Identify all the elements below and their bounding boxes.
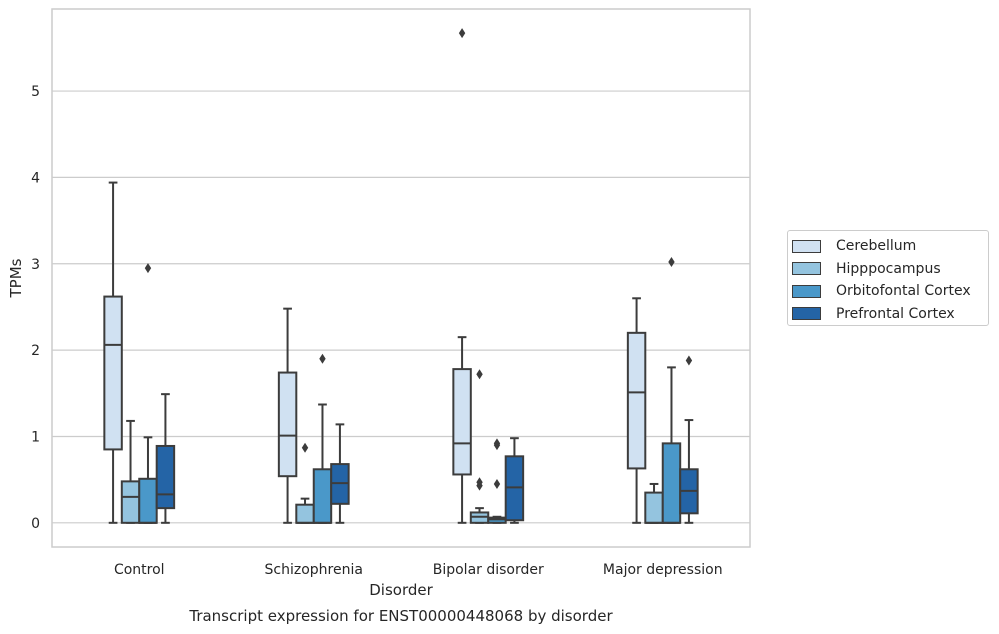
x-tick-label: Bipolar disorder [433,562,544,578]
y-tick-label: 5 [31,84,40,100]
legend-swatch [792,262,821,276]
box-body [155,444,176,510]
outlier-point [493,478,501,489]
box-3-1 [330,423,350,524]
axes: 0 1 2 3 4 5 Control Schizophrenia Bipolar disord… [31,8,751,578]
box-0-2 [452,28,472,524]
legend-swatch [792,239,821,253]
x-tick-label: Major depression [603,562,723,578]
outlier-point [685,355,693,366]
outlier-point [476,369,483,380]
outlier-point [319,353,326,364]
outlier-point [144,263,152,274]
y-tick-label: 3 [31,257,40,273]
x-tick-label: Control [114,562,165,578]
box-3-3 [679,355,699,524]
y-axis-title: TPMs [7,258,25,298]
legend-swatch [792,284,821,298]
box-1-3 [644,482,664,524]
legend-swatch [792,307,821,321]
y-tick-label: 4 [31,170,40,186]
box-body [103,295,123,451]
outlier-point [476,477,483,488]
legend-item-cerebellum: Cerebellum [792,235,988,258]
outlier-point [301,442,309,453]
outlier-point [668,257,675,268]
box-3-2 [504,437,525,524]
legend-label: Hipppocampus [836,260,941,277]
box-plot-series [103,28,699,524]
plot-frame [51,8,751,548]
y-tick-label: 1 [31,429,40,445]
chart-caption: Transcript expression for ENST0000044806… [189,607,613,625]
box-0-3 [626,297,647,524]
box-1-1 [295,442,315,524]
box-body [661,442,682,524]
legend-item-prefrontal-cortex: Prefrontal Cortex [792,303,988,326]
box-1-2 [469,369,490,524]
box-body [626,331,647,470]
legend-label: Prefrontal Cortex [836,305,955,322]
legend-label: Orbitofontal Cortex [836,283,971,300]
legend-item-orbitofrontal-cortex: Orbitofontal Cortex [792,280,988,303]
box-2-2 [487,438,507,524]
outlier-point [493,438,501,449]
box-2-3 [661,257,682,524]
x-tick-label: Schizophrenia [265,562,363,578]
box-body [644,491,664,524]
box-body [452,368,472,476]
box-0-0 [103,181,123,524]
box-2-1 [312,353,333,524]
outlier-point [458,28,466,39]
legend-label: Cerebellum [836,238,917,255]
box-2-0 [138,263,158,524]
x-axis-title: Disorder [369,581,433,599]
box-body [312,468,333,524]
legend-item-hippocampus: Hipppocampus [792,258,988,281]
box-body [295,503,315,524]
box-body [138,477,158,524]
y-tick-label: 2 [31,343,40,359]
legend: Cerebellum Hipppocampus Orbitofontal Cor… [787,230,989,326]
y-tick-label: 0 [31,516,40,532]
box-body [277,371,298,478]
box-0-1 [277,307,298,524]
box-3-0 [155,393,176,524]
box-body [120,480,141,524]
